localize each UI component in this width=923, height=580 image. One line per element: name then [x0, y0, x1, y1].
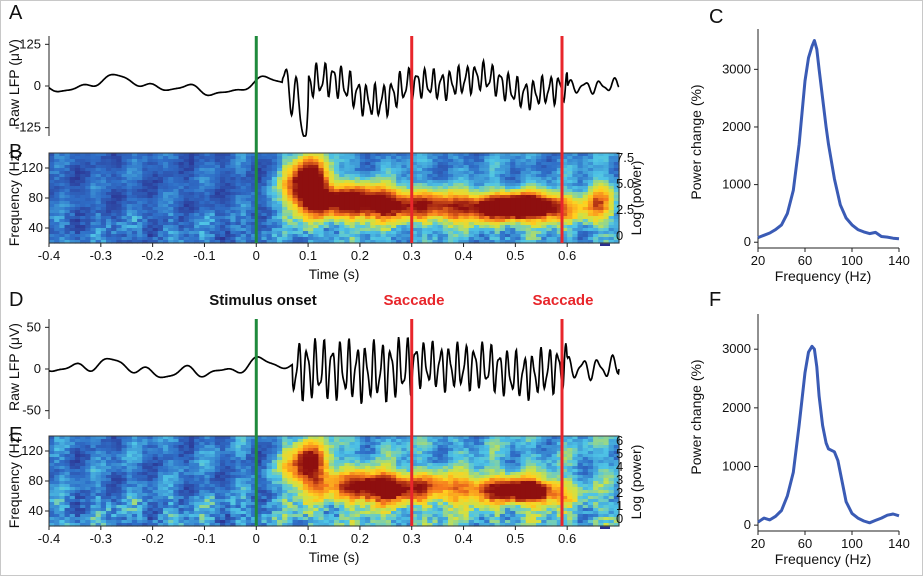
panel-b-heatmap	[49, 153, 620, 244]
panel-b-colorbar-tick: 0	[616, 228, 623, 243]
stimulus-onset-label: Stimulus onset	[209, 292, 317, 309]
panel-b-xtick-label: 0	[253, 248, 260, 263]
panel-e-heatmap	[49, 436, 620, 527]
panel-c-ylabel: Power change (%)	[688, 84, 704, 199]
saccade-label-2: Saccade	[533, 292, 594, 309]
panel-b-ytick-label: 80	[29, 190, 43, 205]
panel-d-ylabel: Raw LFP (μV)	[6, 323, 22, 411]
panel-b-xtick-label: 0.2	[351, 248, 369, 263]
panel-b-xlabel: Time (s)	[309, 266, 360, 282]
panel-b-ytick-label: 120	[21, 160, 43, 175]
panel-f-ylabel: Power change (%)	[688, 359, 704, 474]
panel-label-c: C	[709, 6, 723, 28]
panel-b-xtick-label: -0.2	[141, 248, 163, 263]
panel-b-xtick-label: 0.4	[455, 248, 473, 263]
panel-label-f: F	[709, 289, 721, 311]
panel-b-colorbar-tick: 7.5	[616, 150, 634, 165]
panel-e-xlabel: Time (s)	[309, 549, 360, 565]
panel-b-xtick-label: -0.1	[193, 248, 215, 263]
panel-b-xtick-label: -0.3	[90, 248, 112, 263]
panel-b-colorbar-label: Log (power)	[628, 161, 644, 236]
panel-b-ytick-label: 40	[29, 220, 43, 235]
panel-b-ylabel: Frequency (Hz)	[6, 150, 22, 246]
panel-b-xtick-label: -0.4	[38, 248, 60, 263]
panel-b-colorbar-tick: 5.0	[616, 176, 634, 191]
panel-label-a: A	[9, 2, 23, 24]
panel-e-ylabel: Frequency (Hz)	[6, 432, 22, 528]
panel-b-xtick-label: 0.6	[558, 248, 576, 263]
panel-b-xtick-label: 0.1	[299, 248, 317, 263]
panel-e-colorbar-label: Log (power)	[628, 445, 644, 520]
panel-b-xtick-label: 0.5	[506, 248, 524, 263]
panel-b-colorbar-tick: 2.5	[616, 202, 634, 217]
panel-b-xtick-label: 0.3	[403, 248, 421, 263]
panel-label-d: D	[9, 289, 23, 311]
saccade-label-1: Saccade	[384, 292, 445, 309]
panel-f-xlabel: Frequency (Hz)	[775, 551, 871, 567]
panel-a-ylabel: Raw LFP (μV)	[6, 39, 22, 127]
panel-c-xlabel: Frequency (Hz)	[775, 268, 871, 284]
